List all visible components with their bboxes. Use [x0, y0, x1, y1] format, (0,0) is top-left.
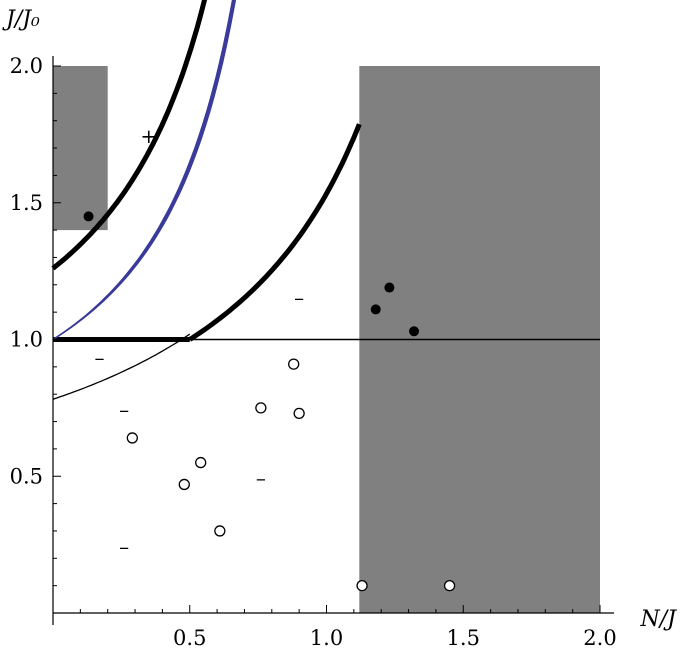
data-points [83, 211, 456, 592]
x-tick-label: 2.0 [583, 626, 616, 650]
axes: 0.5 1.0 1.5 2.0 0.5 1.0 1.5 2.0 N/J J/J₀ [2, 7, 677, 650]
open-data-point [214, 525, 226, 537]
filled-data-point [370, 304, 381, 315]
x-tick-label: 1.0 [310, 626, 343, 650]
open-data-point [126, 432, 138, 444]
blue-curve-4 [52, 0, 237, 341]
x-tick-label: 1.5 [447, 626, 480, 650]
open-data-point [255, 402, 267, 414]
filled-data-point [83, 211, 94, 222]
y-tick-label: 1.0 [10, 328, 43, 352]
y-axis-ticks: 0.5 1.0 1.5 2.0 [10, 54, 61, 587]
sign-label: + [140, 124, 157, 148]
sign-label: – [119, 398, 129, 422]
y-tick-label: 0.5 [10, 464, 43, 488]
open-data-point [178, 478, 190, 491]
open-data-point [443, 580, 456, 592]
sign-label: – [119, 534, 129, 558]
x-tick-label: 0.5 [173, 626, 206, 650]
open-data-point [356, 580, 368, 592]
y-tick-label: 2.0 [10, 54, 43, 78]
x-axis-title: N/J [640, 607, 678, 632]
y-axis-title: J/J₀ [2, 7, 40, 32]
shaded-region-1 [53, 66, 108, 231]
sign-label: – [256, 466, 266, 490]
boundary-curves [51, 0, 600, 400]
filled-data-point [409, 326, 420, 337]
thick-boundary-curve-lower [188, 123, 362, 342]
sign-labels: + – – – – – [94, 124, 304, 558]
thin-black-curve [52, 333, 191, 400]
open-data-point [293, 407, 305, 419]
y-tick-label: 1.5 [10, 191, 43, 215]
thick-boundary-curve-upper [51, 0, 208, 271]
sign-label: – [94, 346, 104, 370]
open-data-point [195, 456, 207, 469]
sign-label: – [294, 285, 304, 309]
filled-data-point [384, 282, 395, 293]
x-axis-ticks: 0.5 1.0 1.5 2.0 [79, 605, 617, 650]
open-data-point [288, 358, 300, 370]
